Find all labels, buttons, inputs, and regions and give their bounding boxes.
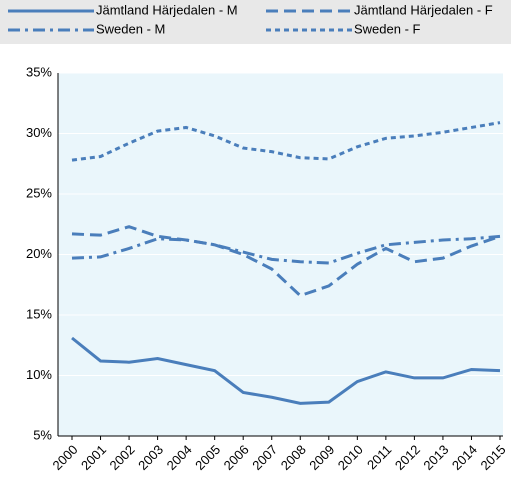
x-tick-label: 2013 [420, 442, 451, 473]
y-tick-label: 30% [26, 125, 52, 140]
x-tick-label: 2010 [335, 442, 366, 473]
series-line [71, 225, 501, 298]
x-tick-label: 2012 [392, 442, 423, 473]
x-tick-label: 2005 [192, 442, 223, 473]
x-tick-label: 2008 [278, 442, 309, 473]
series-line [71, 336, 501, 405]
y-tick-label: 5% [33, 427, 52, 442]
x-tick-label: 2007 [249, 442, 280, 473]
y-tick-label: 25% [26, 185, 52, 200]
legend-label: Sweden - F [354, 21, 421, 36]
x-tick-label: 2011 [364, 442, 394, 472]
legend-label: Jämtland Härjedalen - M [96, 2, 238, 17]
y-tick-label: 15% [26, 306, 52, 321]
x-tick-label: 2001 [78, 442, 109, 473]
x-tick-label: 2004 [164, 442, 195, 473]
legend-background [0, 0, 511, 44]
y-tick-label: 20% [26, 246, 52, 261]
x-tick-label: 2015 [477, 442, 508, 473]
series-line [71, 234, 501, 265]
y-tick-label: 10% [26, 367, 52, 382]
legend-label: Sweden - M [96, 21, 165, 36]
x-tick-label: 2009 [306, 442, 337, 473]
series-line [71, 121, 501, 162]
x-tick-label: 2000 [49, 442, 80, 473]
legend-label: Jämtland Härjedalen - F [354, 2, 493, 17]
x-tick-label: 2014 [449, 442, 480, 473]
x-tick-label: 2002 [107, 442, 138, 473]
y-tick-label: 35% [26, 64, 52, 79]
x-tick-label: 2006 [221, 442, 252, 473]
x-tick-label: 2003 [135, 442, 166, 473]
